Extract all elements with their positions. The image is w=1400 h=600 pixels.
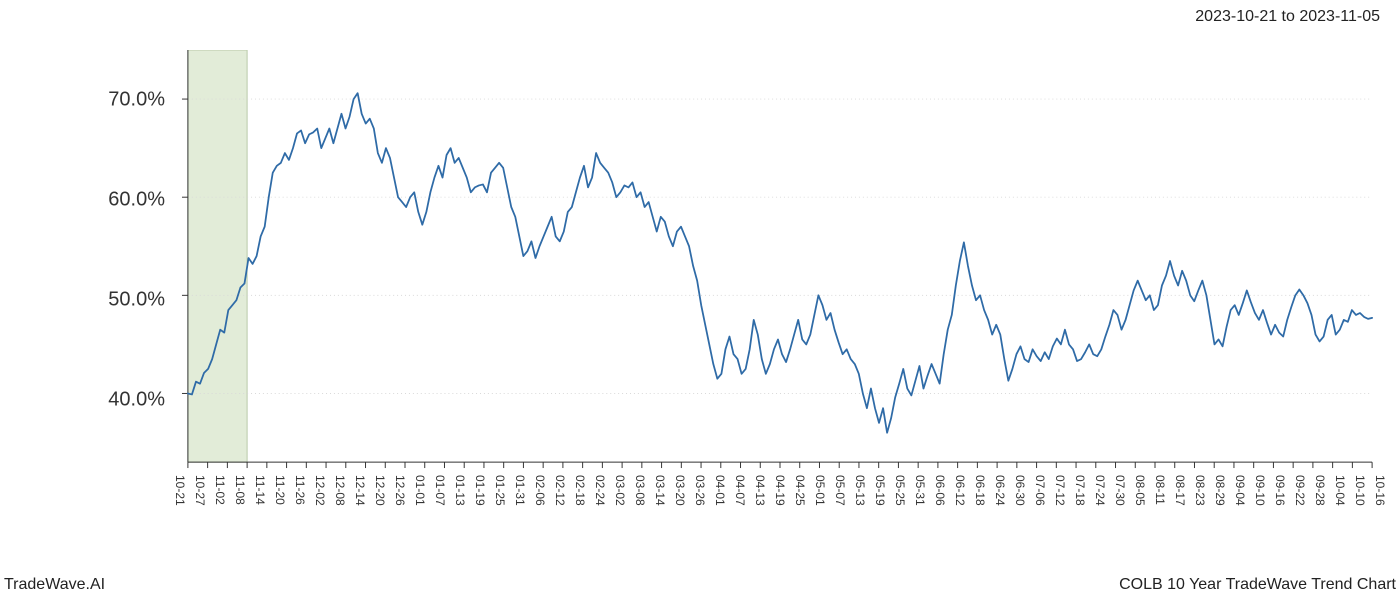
x-tick-label: 04-13 <box>753 475 767 506</box>
x-tick-label: 02-24 <box>593 475 607 506</box>
x-tick-label: 10-27 <box>193 475 207 506</box>
x-tick-label: 10-10 <box>1353 475 1367 506</box>
x-tick-label: 03-02 <box>613 475 627 506</box>
trend-chart <box>180 50 1380 470</box>
x-tick-label: 10-16 <box>1373 475 1387 506</box>
x-tick-label: 05-01 <box>813 475 827 506</box>
x-tick-label: 02-12 <box>553 475 567 506</box>
x-tick-label: 09-04 <box>1233 475 1247 506</box>
y-tick-label: 50.0% <box>108 289 165 312</box>
x-tick-label: 12-26 <box>393 475 407 506</box>
x-tick-label: 05-31 <box>913 475 927 506</box>
x-tick-label: 11-20 <box>273 475 287 505</box>
x-tick-label: 01-07 <box>433 475 447 506</box>
x-tick-label: 08-23 <box>1193 475 1207 506</box>
x-tick-label: 07-12 <box>1053 475 1067 506</box>
x-tick-label: 09-28 <box>1313 475 1327 506</box>
x-tick-label: 10-21 <box>173 475 187 506</box>
x-tick-label: 01-01 <box>413 475 427 506</box>
y-tick-label: 40.0% <box>108 389 165 412</box>
x-tick-label: 12-02 <box>313 475 327 506</box>
x-tick-label: 01-25 <box>493 475 507 506</box>
x-tick-label: 03-20 <box>673 475 687 506</box>
x-tick-label: 03-26 <box>693 475 707 506</box>
x-tick-label: 11-08 <box>233 475 247 505</box>
x-tick-label: 06-06 <box>933 475 947 506</box>
x-tick-label: 11-14 <box>253 475 267 505</box>
x-tick-label: 05-07 <box>833 475 847 506</box>
x-tick-label: 12-14 <box>353 475 367 506</box>
x-tick-label: 07-18 <box>1073 475 1087 506</box>
x-tick-label: 06-18 <box>973 475 987 506</box>
x-tick-label: 06-30 <box>1013 475 1027 506</box>
x-tick-label: 09-22 <box>1293 475 1307 506</box>
x-tick-label: 05-25 <box>893 475 907 506</box>
x-tick-label: 12-08 <box>333 475 347 506</box>
x-tick-label: 02-06 <box>533 475 547 506</box>
x-tick-label: 08-29 <box>1213 475 1227 506</box>
date-range-title: 2023-10-21 to 2023-11-05 <box>1195 8 1380 26</box>
x-axis: 10-2110-2711-0211-0811-1411-2011-2612-02… <box>180 475 1380 555</box>
x-tick-label: 03-14 <box>653 475 667 506</box>
brand-label: TradeWave.AI <box>4 576 105 594</box>
x-tick-label: 06-12 <box>953 475 967 506</box>
x-tick-label: 08-11 <box>1153 475 1167 505</box>
x-tick-label: 09-16 <box>1273 475 1287 506</box>
x-tick-label: 08-05 <box>1133 475 1147 506</box>
x-tick-label: 04-07 <box>733 475 747 506</box>
x-tick-label: 07-24 <box>1093 475 1107 506</box>
x-tick-label: 05-19 <box>873 475 887 506</box>
x-tick-label: 02-18 <box>573 475 587 506</box>
x-tick-label: 11-26 <box>293 475 307 505</box>
x-tick-label: 08-17 <box>1173 475 1187 506</box>
x-tick-label: 03-08 <box>633 475 647 506</box>
x-tick-label: 04-19 <box>773 475 787 506</box>
x-tick-label: 07-30 <box>1113 475 1127 506</box>
x-tick-label: 01-13 <box>453 475 467 506</box>
x-tick-label: 06-24 <box>993 475 1007 506</box>
x-tick-label: 09-10 <box>1253 475 1267 506</box>
y-tick-label: 60.0% <box>108 189 165 212</box>
x-tick-label: 10-04 <box>1333 475 1347 506</box>
x-tick-label: 04-01 <box>713 475 727 506</box>
x-tick-label: 01-19 <box>473 475 487 506</box>
x-tick-label: 12-20 <box>373 475 387 506</box>
x-tick-label: 07-06 <box>1033 475 1047 506</box>
x-tick-label: 01-31 <box>513 475 527 506</box>
x-tick-label: 05-13 <box>853 475 867 506</box>
x-tick-label: 04-25 <box>793 475 807 506</box>
y-axis: 40.0% 50.0% 60.0% 70.0% <box>0 50 175 470</box>
x-tick-label: 11-02 <box>213 475 227 505</box>
chart-title: COLB 10 Year TradeWave Trend Chart <box>1119 576 1396 594</box>
y-tick-label: 70.0% <box>108 89 165 112</box>
